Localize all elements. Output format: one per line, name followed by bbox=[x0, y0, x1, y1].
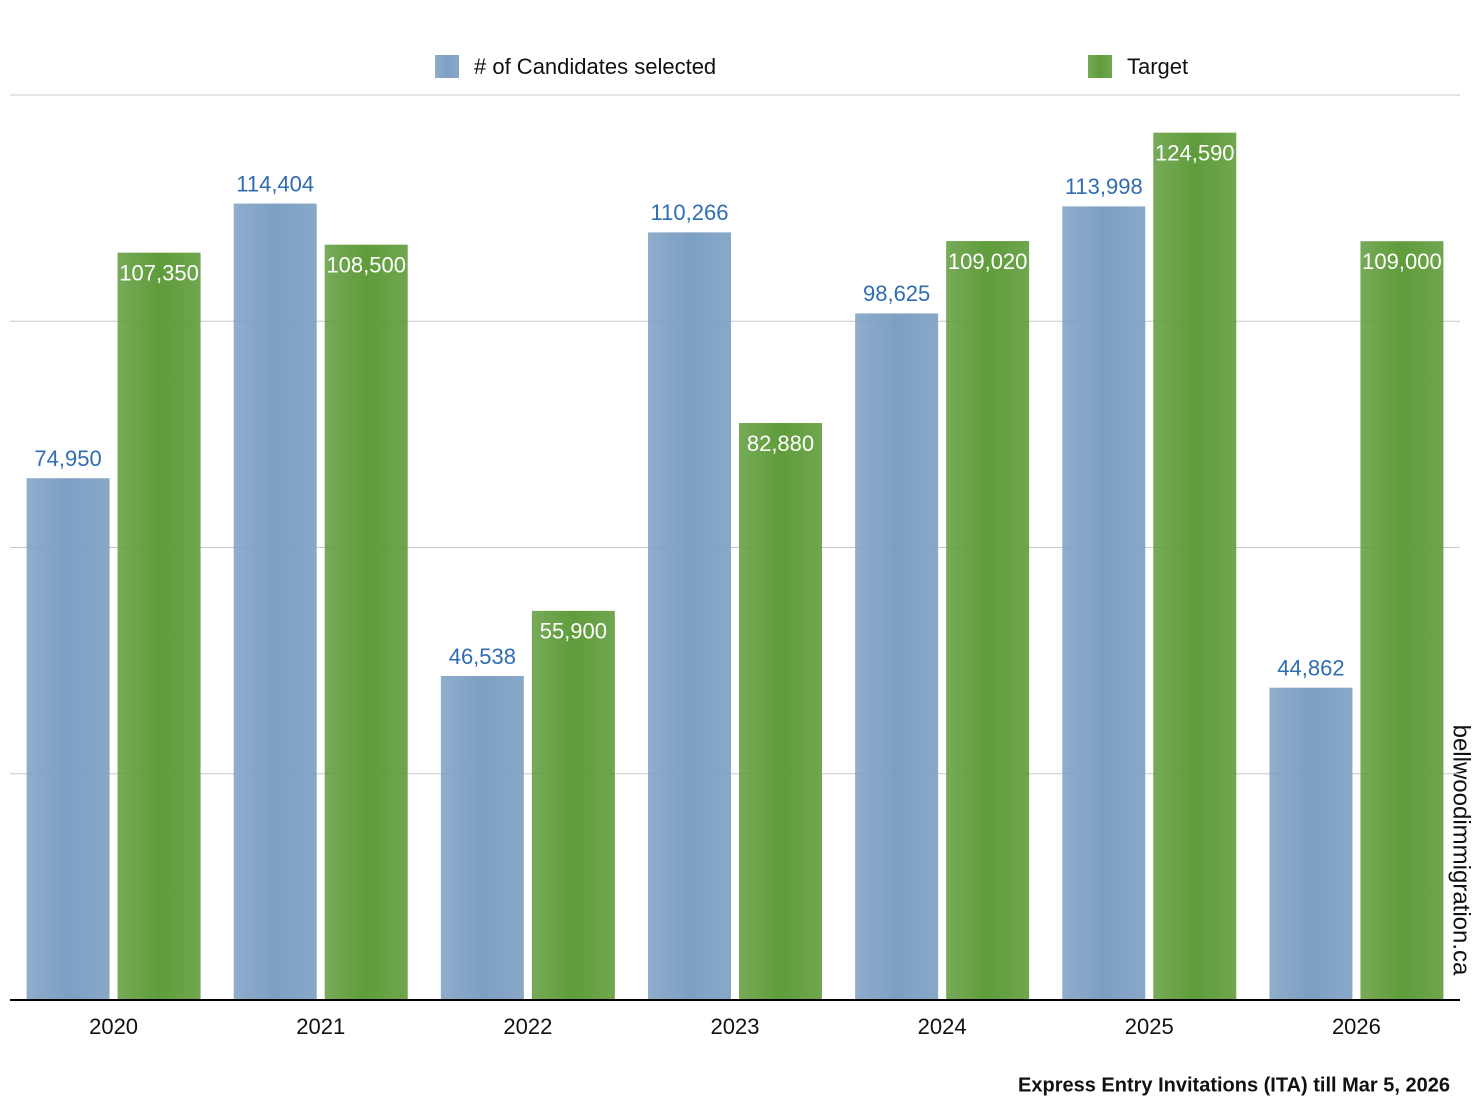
bar bbox=[26, 478, 110, 1001]
value-label: 110,266 bbox=[651, 200, 729, 225]
value-label: 108,500 bbox=[326, 252, 406, 277]
bar bbox=[946, 241, 1030, 1000]
value-label: 109,000 bbox=[1362, 249, 1442, 274]
chart-caption: Express Entry Invitations (ITA) till Mar… bbox=[1018, 1074, 1450, 1096]
bar bbox=[1269, 687, 1353, 1000]
legend-swatch bbox=[1088, 55, 1112, 78]
bar bbox=[648, 232, 731, 1000]
value-label: 74,950 bbox=[34, 446, 101, 471]
x-tick-label: 2023 bbox=[711, 1014, 760, 1039]
x-tick-label: 2024 bbox=[918, 1014, 967, 1039]
value-label: 109,020 bbox=[948, 249, 1028, 274]
bar bbox=[1153, 132, 1237, 1000]
legend-label: # of Candidates selected bbox=[474, 54, 716, 79]
x-tick-label: 2026 bbox=[1332, 1014, 1381, 1039]
value-label: 114,404 bbox=[236, 171, 314, 196]
bar bbox=[531, 610, 615, 1000]
value-label: 98,625 bbox=[863, 281, 930, 306]
value-label: 55,900 bbox=[540, 619, 607, 644]
x-tick-label: 2022 bbox=[503, 1014, 552, 1039]
legend-swatch bbox=[435, 55, 459, 78]
legend-label: Target bbox=[1127, 54, 1188, 79]
bar bbox=[1062, 206, 1146, 1000]
value-label: 107,350 bbox=[119, 260, 199, 285]
bar bbox=[739, 423, 822, 1000]
x-tick-label: 2025 bbox=[1125, 1014, 1174, 1039]
bar bbox=[117, 252, 201, 1001]
value-label: 113,998 bbox=[1065, 174, 1143, 199]
bar bbox=[324, 244, 408, 1000]
bar bbox=[440, 676, 524, 1000]
x-tick-label: 2021 bbox=[296, 1014, 345, 1039]
bar bbox=[1360, 241, 1444, 1000]
bar bbox=[855, 313, 939, 1000]
value-label: 44,862 bbox=[1277, 656, 1344, 681]
bar bbox=[233, 203, 317, 1001]
value-label: 124,590 bbox=[1155, 140, 1235, 165]
watermark: bellwoodimmigration.ca bbox=[1448, 725, 1475, 976]
value-label: 82,880 bbox=[747, 431, 814, 456]
value-label: 46,538 bbox=[449, 644, 516, 669]
x-tick-label: 2020 bbox=[89, 1014, 138, 1039]
